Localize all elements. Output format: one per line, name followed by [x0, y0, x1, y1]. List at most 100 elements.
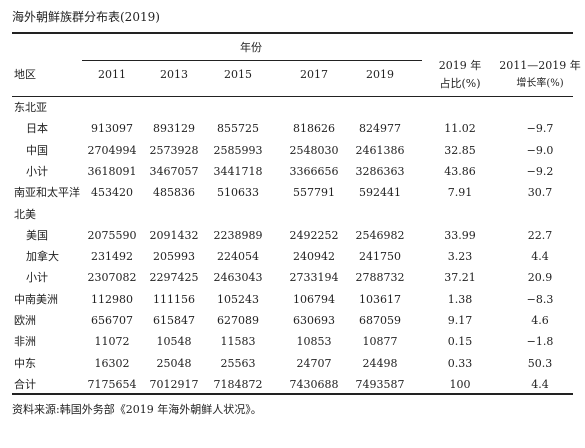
cell: 2704994	[87, 143, 137, 157]
cell: 656707	[91, 314, 133, 327]
header-year: 2019	[366, 68, 394, 81]
cell: −9.7	[526, 122, 554, 136]
cell: −1.8	[526, 335, 554, 349]
row-label: 南亚和太平洋	[14, 186, 80, 200]
cell: 3286363	[355, 164, 405, 178]
cell: 112980	[91, 292, 133, 306]
header-rule	[12, 96, 573, 97]
cell: 2548030	[289, 143, 339, 157]
cell: 10853	[296, 335, 332, 349]
cell: 111156	[153, 292, 195, 306]
header-years: 年份	[240, 41, 262, 54]
cell: 32.85	[444, 143, 476, 157]
cell: 231492	[91, 250, 133, 264]
cell: 687059	[359, 314, 401, 327]
cell: 7012917	[149, 377, 199, 391]
cell: 10877	[362, 335, 398, 349]
header-region: 地区	[14, 68, 36, 81]
cell: 1.38	[447, 292, 473, 306]
row-label: 非洲	[14, 335, 36, 349]
group-label: 东北亚	[14, 101, 47, 114]
cell: 7493587	[355, 377, 405, 391]
cell: 630693	[293, 314, 335, 327]
cell: 627089	[217, 314, 259, 327]
cell: 50.3	[527, 356, 553, 370]
cell: 9.17	[447, 314, 473, 327]
cell: 103617	[359, 292, 401, 306]
cell: 7184872	[213, 377, 263, 391]
cell: 913097	[91, 122, 133, 136]
cell: 2463043	[213, 271, 263, 285]
cell: 3366656	[289, 164, 339, 178]
cell: 37.21	[444, 271, 476, 285]
cell: 241750	[359, 250, 401, 264]
cell: 824977	[359, 122, 401, 136]
row-label: 加拿大	[26, 250, 59, 264]
cell: −8.3	[526, 292, 554, 306]
cell: 11583	[220, 335, 256, 349]
cell: 0.33	[447, 356, 473, 370]
cell: 105243	[217, 292, 259, 306]
cell: 2238989	[213, 228, 263, 242]
cell: 2788732	[355, 271, 405, 285]
header-year: 2013	[160, 68, 188, 81]
cell: 592441	[359, 186, 401, 200]
row-label: 中南美洲	[14, 292, 58, 306]
cell: 22.7	[527, 228, 553, 242]
cell: 2492252	[289, 228, 339, 242]
cell: 3.23	[447, 250, 473, 264]
cell: 0.15	[447, 335, 473, 349]
cell: 3467057	[149, 164, 199, 178]
cell: 855725	[217, 122, 259, 136]
cell: 4.4	[531, 250, 549, 264]
cell: 7175654	[87, 377, 137, 391]
cell: 33.99	[444, 228, 476, 242]
cell: 510633	[217, 186, 259, 200]
cell: 893129	[153, 122, 195, 136]
cell: 24498	[362, 356, 398, 370]
cell: 2297425	[149, 271, 199, 285]
cell: 224054	[217, 250, 259, 264]
cell: 20.9	[527, 271, 553, 285]
cell: 7.91	[447, 186, 473, 200]
cell: 25048	[156, 356, 192, 370]
row-label: 合计	[14, 377, 36, 391]
cell: 16302	[94, 356, 130, 370]
cell: −9.0	[526, 143, 554, 157]
row-label: 小计	[26, 164, 48, 178]
bottom-rule	[12, 393, 573, 395]
cell: 2546982	[355, 228, 405, 242]
row-label: 欧洲	[14, 314, 36, 327]
cell: 205993	[153, 250, 195, 264]
cell: 7430688	[289, 377, 339, 391]
row-label: 日本	[26, 122, 48, 136]
cell: 2585993	[213, 143, 263, 157]
cell: 24707	[296, 356, 332, 370]
row-label: 小计	[26, 271, 48, 285]
top-rule	[12, 32, 573, 34]
cell: 3618091	[87, 164, 137, 178]
cell: 11.02	[444, 122, 476, 136]
cell: 43.86	[444, 164, 476, 178]
header-year: 2015	[224, 68, 252, 81]
header-share: 2019 年	[438, 59, 482, 72]
row-label: 美国	[26, 228, 48, 242]
cell: 557791	[293, 186, 335, 200]
year-rule	[82, 60, 422, 61]
cell: 25563	[220, 356, 256, 370]
cell: 485836	[153, 186, 195, 200]
cell: 818626	[293, 122, 335, 136]
cell: 100	[449, 377, 471, 391]
cell: 2091432	[149, 228, 199, 242]
source-note: 资料来源:韩国外务部《2019 年海外朝鲜人状况》。	[12, 403, 262, 416]
cell: 2307082	[87, 271, 137, 285]
cell: 10548	[156, 335, 192, 349]
group-label: 北美	[14, 207, 36, 221]
header-year: 2011	[98, 68, 126, 81]
cell: 615847	[153, 314, 195, 327]
cell: 240942	[293, 250, 335, 264]
cell: 2733194	[289, 271, 339, 285]
cell: 2461386	[355, 143, 405, 157]
cell: 4.6	[531, 314, 549, 327]
